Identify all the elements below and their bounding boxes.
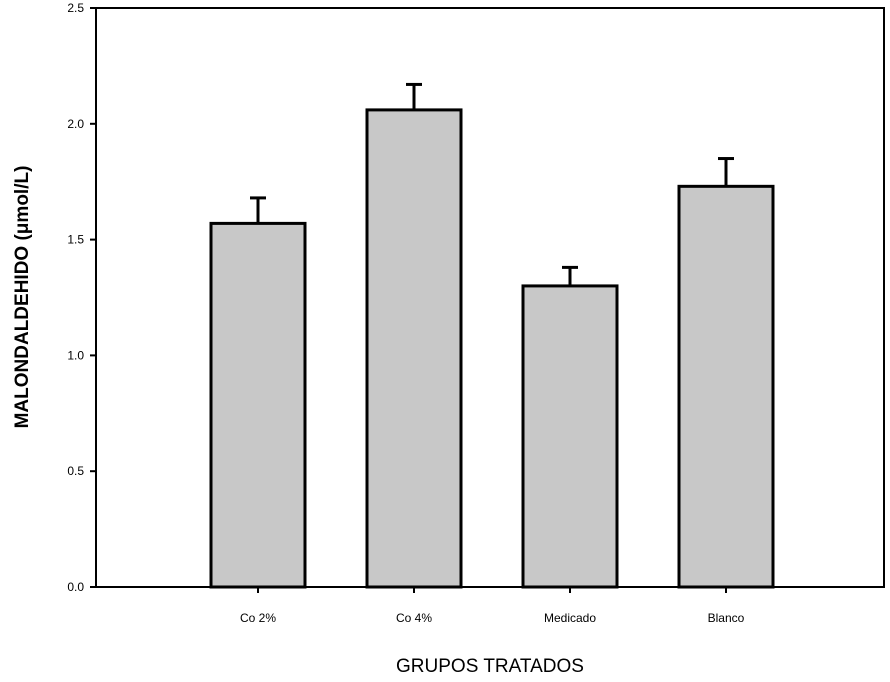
error-bars-group — [250, 82, 734, 286]
y-axis-ticks: 0.0 0.5 1.0 1.5 2.0 2.5 — [67, 1, 96, 594]
x-category-label: Co 2% — [240, 611, 276, 625]
x-axis-title: GRUPOS TRATADOS — [396, 656, 584, 677]
y-tick-label: 1.0 — [67, 348, 84, 362]
y-axis-title: MALONDALDEHIDO (μmol/L) — [12, 166, 33, 429]
category-labels: Co 2% Co 4% Medicado Blanco — [240, 587, 745, 625]
bar — [365, 108, 463, 589]
y-tick-label: 2.0 — [67, 117, 84, 131]
bars-group — [209, 108, 775, 589]
bar — [209, 221, 307, 589]
y-tick-label: 0.0 — [67, 580, 84, 594]
x-category-label: Medicado — [544, 611, 596, 625]
plot-frame — [95, 7, 885, 588]
bar — [677, 184, 775, 589]
x-category-label: Co 4% — [396, 611, 432, 625]
y-tick-label: 0.5 — [67, 464, 84, 478]
bar — [521, 284, 619, 589]
y-tick-label: 1.5 — [67, 233, 84, 247]
x-category-label: Blanco — [708, 611, 745, 625]
y-tick-label: 2.5 — [67, 1, 84, 15]
